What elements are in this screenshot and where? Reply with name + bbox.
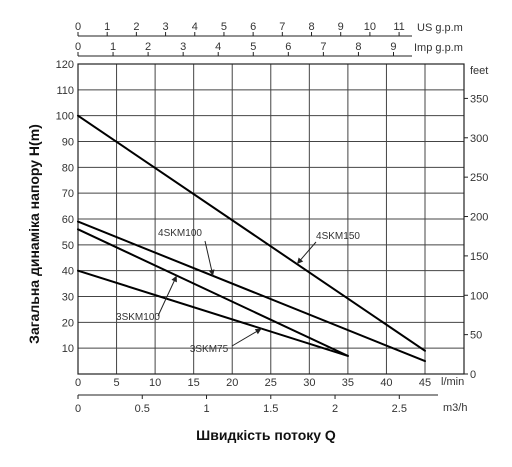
series-curves (77, 114, 426, 363)
us-gpm-tick-label: 9 (338, 21, 344, 33)
imp-gpm-unit: Imp g.p.m (414, 42, 463, 54)
us-gpm-tick-label: 3 (163, 21, 169, 33)
us-gpm-tick-label: 8 (308, 21, 314, 33)
y-tick-label: 120 (56, 59, 74, 71)
us-gpm-tick-label: 1 (104, 21, 110, 33)
series-label-4skm100: 4SKM100 (158, 228, 202, 239)
us-gpm-tick-label: 7 (279, 21, 285, 33)
series-label-3skm75: 3SKM75 (190, 344, 229, 355)
y-tick-label: 110 (56, 85, 74, 97)
x-tick-label: 10 (149, 377, 161, 389)
y-tick-label: 80 (62, 162, 74, 174)
curve-4skm150 (77, 114, 426, 352)
y-tick-label: 70 (62, 188, 74, 200)
arrowhead-3skm75 (254, 328, 262, 335)
feet-tick-label: 300 (470, 133, 488, 145)
us-gpm-unit: US g.p.m (417, 22, 463, 34)
x-tick-label: 40 (380, 377, 392, 389)
plot-frame (77, 63, 465, 375)
curve-3skm75 (77, 269, 349, 357)
y-tick-label: 90 (62, 137, 74, 149)
tick-labels: 1020304050607080901001101200501001502002… (56, 21, 489, 415)
feet-tick-label: 250 (470, 172, 488, 184)
feet-unit: feet (470, 65, 488, 77)
series-label-3skm100: 3SKM100 (116, 312, 160, 323)
imp-gpm-tick-label: 2 (145, 41, 151, 53)
imp-gpm-tick-label: 3 (180, 41, 186, 53)
imp-gpm-tick-label: 1 (110, 41, 116, 53)
y-tick-label: 40 (62, 266, 74, 278)
arrowhead-4skm100 (208, 269, 215, 276)
arrowhead-4skm150 (296, 257, 304, 265)
m3h-tick-label: 2.5 (392, 403, 407, 415)
m3h-unit: m3/h (443, 402, 467, 414)
us-gpm-tick-label: 6 (250, 21, 256, 33)
us-gpm-tick-label: 11 (393, 21, 404, 33)
curve-4skm100 (77, 220, 426, 363)
series-label-4skm150: 4SKM150 (316, 231, 360, 242)
imp-gpm-tick-label: 5 (250, 41, 256, 53)
y-tick-label: 20 (62, 317, 74, 329)
x-tick-label: 5 (113, 377, 119, 389)
series-labels: 4SKM150 4SKM100 3SKM100 3SKM75 (116, 228, 360, 355)
leader-3skm100 (157, 275, 178, 317)
feet-tick-label: 150 (470, 251, 488, 263)
feet-tick-label: 0 (470, 369, 476, 381)
x-tick-label: 0 (75, 377, 81, 389)
feet-tick-label: 50 (470, 330, 482, 342)
y-tick-label: 60 (62, 214, 74, 226)
y-tick-label: 50 (62, 240, 74, 252)
x-tick-label: 25 (265, 377, 277, 389)
imp-gpm-tick-label: 4 (215, 41, 221, 53)
feet-tick-label: 200 (470, 212, 488, 224)
axes (77, 32, 468, 399)
lmin-unit: l/min (441, 376, 464, 388)
us-gpm-tick-label: 10 (364, 21, 376, 33)
imp-gpm-tick-label: 6 (285, 41, 291, 53)
x-tick-label: 30 (303, 377, 315, 389)
imp-gpm-tick-label: 0 (75, 41, 81, 53)
m3h-tick-label: 1.5 (263, 403, 278, 415)
imp-gpm-tick-label: 9 (390, 41, 396, 53)
x-tick-label: 35 (342, 377, 354, 389)
x-axis-label: Швидкість потоку Q (196, 427, 336, 443)
us-gpm-tick-label: 4 (192, 21, 198, 33)
y-tick-label: 30 (62, 292, 74, 304)
grid-lines (77, 63, 464, 375)
x-tick-label: 45 (419, 377, 431, 389)
imp-gpm-tick-label: 8 (355, 41, 361, 53)
y-tick-label: 10 (62, 343, 74, 355)
feet-tick-label: 350 (470, 93, 488, 105)
us-gpm-tick-label: 5 (221, 21, 227, 33)
arrowhead-3skm100 (171, 275, 177, 283)
y-tick-label: 100 (56, 111, 74, 123)
m3h-tick-label: 2 (332, 403, 338, 415)
us-gpm-tick-label: 2 (133, 21, 139, 33)
y-axis-label: Загальна динаміка напору H(m) (26, 124, 42, 344)
us-gpm-tick-label: 0 (75, 21, 81, 33)
m3h-tick-label: 0 (75, 403, 81, 415)
m3h-tick-label: 1 (203, 403, 209, 415)
m3h-tick-label: 0.5 (135, 403, 150, 415)
x-tick-label: 20 (226, 377, 238, 389)
feet-tick-label: 100 (470, 290, 488, 302)
imp-gpm-tick-label: 7 (320, 41, 326, 53)
x-tick-label: 15 (188, 377, 200, 389)
curve-3skm100 (77, 228, 349, 357)
